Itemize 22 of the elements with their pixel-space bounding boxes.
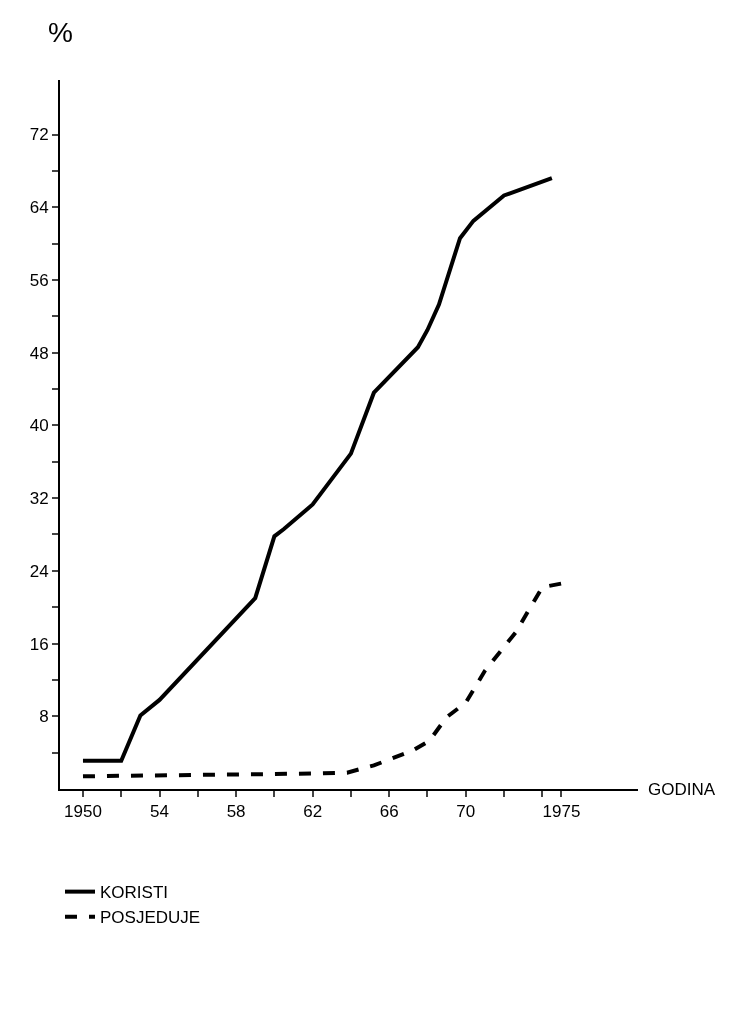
x-tick-label: 54	[150, 802, 169, 822]
y-tick-label: 24	[29, 561, 49, 581]
x-tick-label: 70	[456, 802, 476, 822]
legend-label: KORISTI	[100, 883, 169, 903]
y-tick-label: 56	[29, 270, 49, 290]
y-tick-label: 48	[29, 343, 49, 363]
x-tick-label: 66	[379, 802, 399, 822]
legend-label: POSJEDUJE	[100, 908, 201, 928]
y-tick-label: 40	[29, 416, 49, 436]
y-tick-label: 64	[29, 198, 49, 218]
x-tick-label: 58	[226, 802, 246, 822]
x-tick-label: 62	[303, 802, 323, 822]
line-series	[80, 581, 564, 779]
y-tick-label: 8	[39, 707, 49, 727]
y-tick-label: 32	[29, 489, 49, 509]
x-tick-label: 1975	[542, 802, 581, 822]
y-tick-label: 72	[29, 125, 49, 145]
y-tick-label: 16	[29, 634, 49, 654]
line-series	[80, 176, 554, 763]
y-axis-title: %	[48, 17, 73, 48]
x-axis-title: GODINA	[648, 780, 716, 799]
x-tick-label: 1950	[64, 802, 102, 822]
